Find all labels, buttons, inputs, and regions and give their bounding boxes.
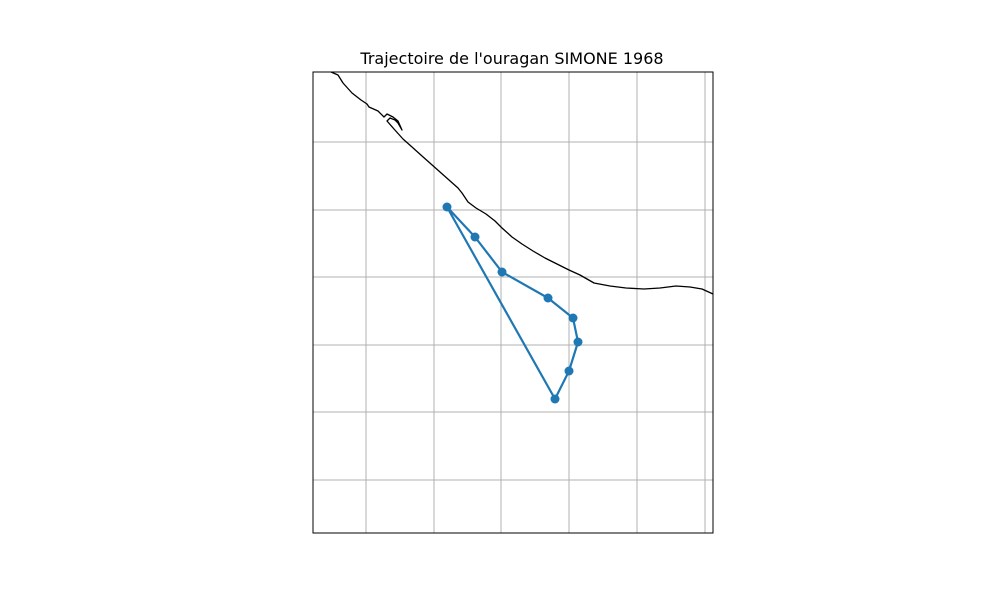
map-title: Trajectoire de l'ouragan SIMONE 1968	[359, 49, 663, 68]
track-point	[442, 202, 452, 212]
map-grid	[313, 72, 713, 533]
track-point	[497, 267, 507, 277]
track-point	[543, 293, 553, 303]
track-line	[446, 206, 580, 401]
track-point	[470, 232, 480, 242]
track-point	[550, 394, 560, 404]
hurricane-track	[442, 202, 583, 404]
track-point	[564, 366, 574, 376]
coastline	[330, 71, 714, 295]
track-point	[568, 313, 578, 323]
map-frame	[312, 71, 714, 534]
track-point	[573, 337, 583, 347]
